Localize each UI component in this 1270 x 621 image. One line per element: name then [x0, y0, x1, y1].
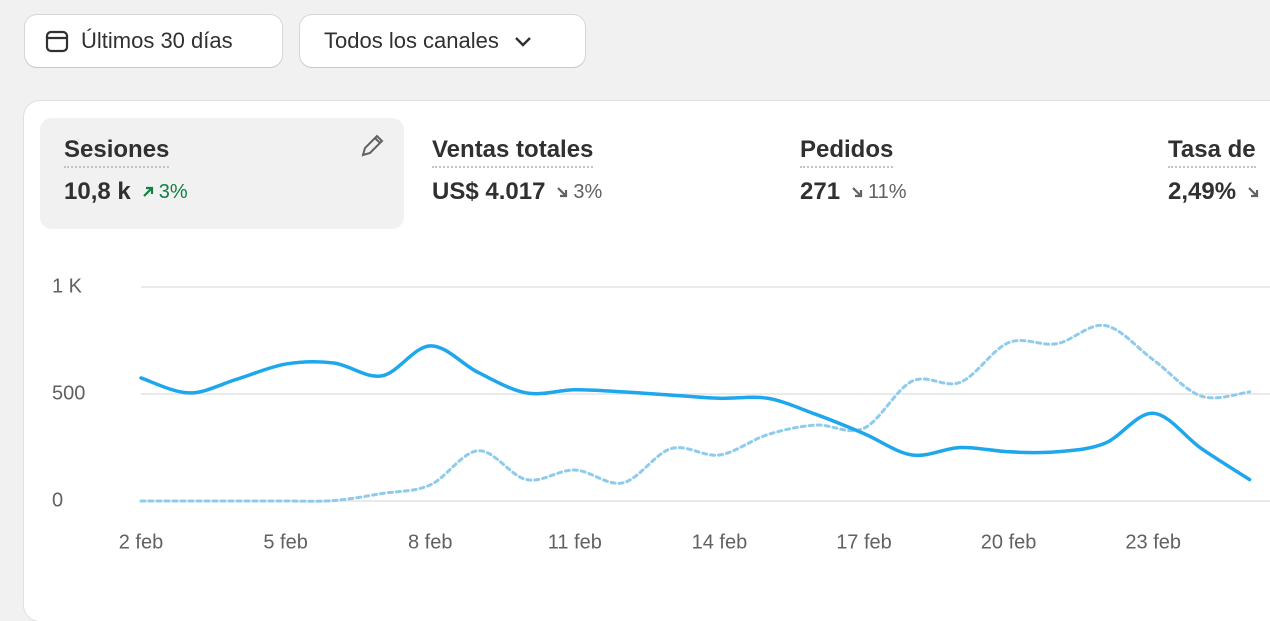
metric-label: Ventas totales — [432, 136, 594, 168]
edit-icon[interactable] — [358, 132, 386, 160]
metric-tile[interactable]: Pedidos 271 11% — [776, 118, 1140, 229]
x-tick-label: 2 feb — [119, 531, 163, 553]
metric-label: Tasa de — [1168, 136, 1256, 168]
x-tick-label: 5 feb — [263, 531, 307, 553]
metric-label: Sesiones — [64, 136, 170, 168]
x-tick-label: 20 feb — [981, 531, 1037, 553]
date-label: Últimos 30 días — [81, 28, 233, 53]
metric-value: 271 — [800, 178, 841, 205]
channel-button[interactable]: Todos los canales — [300, 15, 585, 67]
metric-change: 3% — [158, 180, 188, 203]
x-tick-label: 17 feb — [836, 531, 892, 553]
arrow-up — [142, 186, 153, 197]
metric-value: US$ 4.017 — [432, 178, 546, 205]
metric-value: 2,49% — [1168, 178, 1237, 205]
series-line — [139, 323, 1252, 503]
metric-change: 3% — [573, 180, 603, 203]
arrow-down — [852, 187, 863, 198]
metric-tile[interactable]: Ventas totales US$ 4.017 3% — [408, 118, 772, 229]
y-tick-label: 0 — [52, 489, 63, 511]
metric-label: Pedidos — [800, 136, 894, 168]
y-tick-label: 500 — [52, 382, 85, 404]
x-tick-label: 8 feb — [408, 531, 452, 553]
page: Últimos 30 días Todos los canales Sesion… — [24, 15, 1270, 621]
x-tick-label: 11 feb — [548, 531, 602, 553]
arrow-down — [1248, 187, 1259, 198]
series-line — [139, 344, 1252, 482]
channel-label: Todos los canales — [324, 28, 499, 53]
x-tick-label: 14 feb — [692, 531, 748, 553]
metric-value: 10,8 k — [64, 178, 131, 205]
arrow-down — [557, 187, 568, 198]
chart: 0 500 1 K 2 feb 5 feb 8 feb 11 feb 14 feb 17 feb… — [52, 275, 1270, 553]
chevron-icon — [515, 37, 531, 47]
y-tick-label: 1 K — [52, 275, 83, 297]
calendar-icon — [45, 30, 69, 53]
date-button[interactable]: Últimos 30 días — [25, 15, 282, 67]
metric-tile[interactable]: Tasa de 2,49% — [1144, 118, 1270, 229]
metric-change: 11% — [868, 180, 907, 203]
x-tick-label: 23 feb — [1125, 531, 1181, 553]
metric-tile[interactable]: Sesiones 10,8 k 3% — [40, 118, 404, 229]
